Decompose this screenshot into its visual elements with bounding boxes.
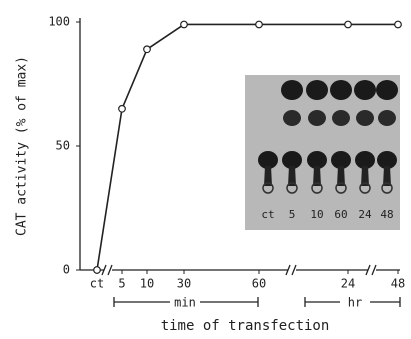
lane-label: 24	[358, 208, 372, 221]
data-point	[256, 21, 263, 28]
data-point	[119, 106, 126, 113]
gel-spot	[330, 80, 352, 100]
group-label: min	[174, 296, 196, 310]
x-tick-label: 10	[140, 277, 154, 291]
y-axis-label: CAT activity (% of max)	[15, 56, 30, 236]
gel-spot	[308, 110, 326, 126]
x-axis-label: time of transfection	[161, 318, 330, 334]
data-point	[144, 46, 151, 53]
x-tick-label: 60	[252, 277, 266, 291]
lane-label: ct	[261, 208, 274, 221]
group-label: hr	[348, 296, 362, 310]
data-point	[345, 21, 352, 28]
gel-spot	[354, 80, 376, 100]
data-point	[94, 267, 101, 274]
lane-label: 60	[334, 208, 347, 221]
lane-label: 5	[289, 208, 296, 221]
data-point	[395, 21, 402, 28]
x-tick-label: 30	[177, 277, 191, 291]
x-tick-label: ct	[90, 277, 104, 291]
y-tick-label: 100	[48, 15, 70, 29]
lane-label: 10	[310, 208, 323, 221]
gel-spot	[356, 110, 374, 126]
gel-spot	[332, 110, 350, 126]
x-tick-label: 48	[391, 277, 405, 291]
gel-spot	[281, 80, 303, 100]
gel-spot	[306, 80, 328, 100]
y-tick-label: 50	[56, 139, 70, 153]
data-point	[181, 21, 188, 28]
x-tick-label: 5	[118, 277, 125, 291]
gel-spot	[283, 110, 301, 126]
lane-label: 48	[380, 208, 393, 221]
y-tick-label: 0	[63, 263, 70, 277]
x-tick-label: 24	[341, 277, 355, 291]
gel-spot	[378, 110, 396, 126]
gel-spot	[376, 80, 398, 100]
chart: CAT activity (% of max) time of transfec…	[0, 0, 411, 339]
